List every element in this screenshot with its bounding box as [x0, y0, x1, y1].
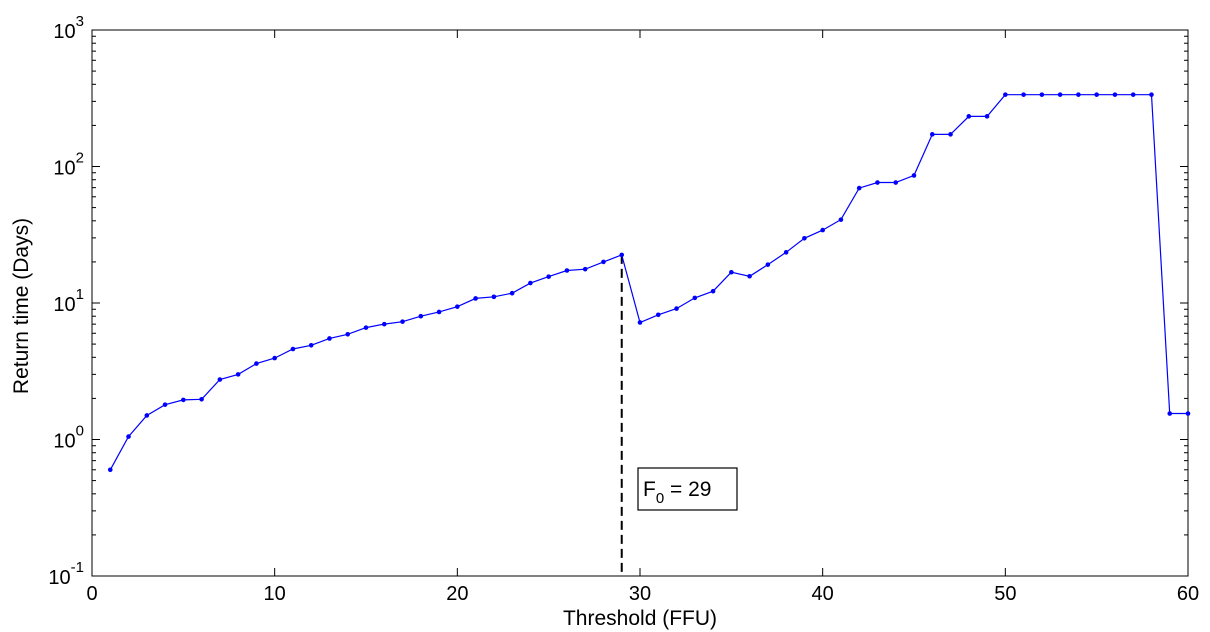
- data-point: [966, 114, 972, 119]
- data-point: [327, 336, 332, 341]
- data-point: [217, 377, 223, 382]
- data-point: [856, 185, 862, 191]
- data-point: [1149, 92, 1154, 97]
- x-tick-label: 0: [86, 583, 97, 605]
- data-point: [290, 346, 296, 352]
- data-point: [418, 313, 424, 319]
- y-tick-label: 103: [53, 13, 84, 43]
- data-point: [1021, 92, 1026, 97]
- data-point: [984, 114, 990, 119]
- data-point: [308, 342, 314, 348]
- data-point: [619, 252, 625, 258]
- annotation-text: F0 = 29: [643, 478, 711, 507]
- annotation-rest: = 29: [664, 478, 711, 501]
- data-point: [783, 250, 789, 255]
- y-tick-label: 101: [53, 286, 84, 316]
- data-point: [710, 288, 716, 294]
- x-axis-label: Threshold (FFU): [563, 607, 717, 630]
- data-point: [655, 312, 661, 318]
- x-axis-ticks: 0 10 20 30 40 50 60: [86, 30, 1199, 605]
- y-tick-label: 10-1: [48, 559, 84, 589]
- x-tick-label: 60: [1177, 583, 1199, 605]
- data-point: [272, 355, 277, 361]
- data-point: [1076, 92, 1081, 97]
- y-tick-label: 102: [53, 150, 84, 180]
- data-point: [692, 295, 698, 301]
- data-point: [637, 320, 643, 325]
- x-tick-label: 50: [994, 583, 1016, 605]
- data-point: [254, 361, 259, 366]
- data-point: [582, 266, 588, 272]
- data-point: [747, 273, 752, 279]
- data-point: [1039, 92, 1045, 97]
- data-point: [875, 180, 880, 185]
- data-point: [1057, 92, 1063, 97]
- y-axis-ticks: 10-1 100 101 102 103: [48, 13, 1188, 589]
- data-point: [181, 397, 186, 403]
- annotation-subscript: 0: [656, 490, 664, 507]
- x-tick-label: 40: [812, 583, 834, 605]
- x-tick-label: 10: [264, 583, 286, 605]
- data-point: [929, 132, 935, 137]
- data-point: [546, 274, 551, 279]
- data-point: [528, 280, 533, 286]
- data-point: [601, 259, 606, 265]
- data-point: [802, 235, 807, 241]
- annotation-main: F: [643, 478, 656, 501]
- x-tick-label: 30: [629, 583, 651, 605]
- annotation-frame: [637, 467, 738, 511]
- annotation-box: F0 = 29: [637, 467, 738, 511]
- data-point: [1003, 92, 1008, 97]
- data-point: [144, 413, 150, 418]
- y-axis-label: Return time (Days): [10, 218, 33, 394]
- data-point: [363, 325, 369, 330]
- data-point: [345, 331, 351, 337]
- data-point: [820, 227, 825, 233]
- data-point: [838, 217, 844, 222]
- data-point: [893, 180, 899, 185]
- data-point: [473, 296, 478, 301]
- data-point: [1167, 411, 1173, 416]
- data-point: [1185, 411, 1191, 416]
- data-point: [1094, 92, 1099, 97]
- data-point: [674, 306, 679, 311]
- data-point: [400, 319, 405, 324]
- data-point: [948, 132, 953, 137]
- data-point: [509, 290, 515, 296]
- data-point: [107, 467, 113, 473]
- y-tick-label: 100: [53, 423, 84, 453]
- data-point: [911, 173, 917, 178]
- data-point: [1112, 92, 1118, 97]
- x-tick-label: 20: [446, 583, 468, 605]
- data-point: [126, 434, 131, 439]
- data-point: [564, 268, 570, 273]
- series-line: [109, 94, 1188, 471]
- data-point: [436, 309, 442, 315]
- data-point: [162, 402, 168, 407]
- data-point: [199, 397, 204, 402]
- data-point: [765, 262, 771, 267]
- data-point: [1130, 92, 1136, 97]
- data-point: [381, 321, 387, 327]
- series-group: [107, 92, 1191, 473]
- data-point: [235, 372, 241, 377]
- data-point: [729, 269, 734, 275]
- data-point: [455, 304, 460, 309]
- data-point: [491, 294, 497, 300]
